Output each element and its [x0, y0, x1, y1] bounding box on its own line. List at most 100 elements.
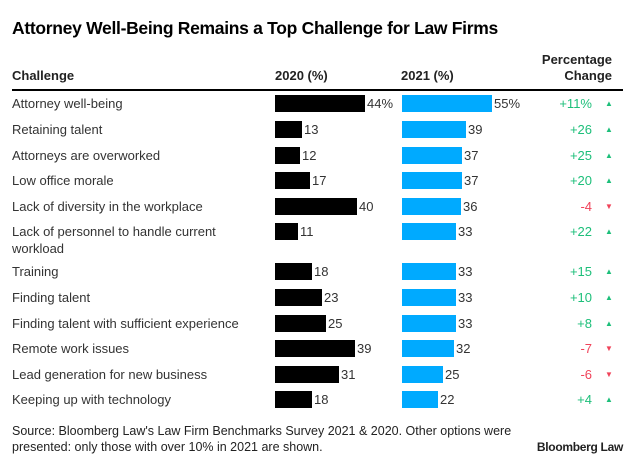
table-row: Lead generation for new business 31 25 -6 ▼ — [0, 366, 633, 390]
change-label: -4 — [580, 199, 592, 214]
bar-2021 — [402, 121, 466, 138]
bar-2021 — [402, 340, 454, 357]
arrow-down-icon: ▼ — [605, 344, 613, 353]
change-label: +20 — [569, 173, 592, 188]
table-row: Lack of personnel to handle current work… — [0, 223, 633, 256]
change-label: +4 — [577, 392, 592, 407]
arrow-up-icon: ▲ — [605, 99, 613, 108]
change-label: +26 — [569, 122, 592, 137]
bar-2020 — [275, 315, 326, 332]
value-label-2020: 13 — [304, 122, 319, 137]
bar-2021 — [402, 172, 462, 189]
bar-2020 — [275, 95, 365, 112]
bar-2021 — [402, 391, 438, 408]
bar-2021 — [402, 315, 456, 332]
value-label-2021: 33 — [458, 290, 473, 305]
table-row: Low office morale 17 37 +20 ▲ — [0, 172, 633, 196]
bar-2021 — [402, 147, 462, 164]
bar-2020 — [275, 198, 357, 215]
value-label-2021: 55% — [494, 96, 521, 111]
value-label-2020: 31 — [341, 367, 356, 382]
table-row: Training 18 33 +15 ▲ — [0, 263, 633, 287]
bar-2020 — [275, 340, 355, 357]
change-label: +10 — [569, 290, 592, 305]
change-label: -7 — [580, 341, 592, 356]
value-label-2021: 22 — [440, 392, 455, 407]
table-row: Remote work issues 39 32 -7 ▼ — [0, 340, 633, 364]
row-label: Remote work issues — [12, 341, 130, 356]
value-label-2020: 18 — [314, 264, 329, 279]
table-row: Finding talent 23 33 +10 ▲ — [0, 289, 633, 313]
value-label-2021: 36 — [463, 199, 478, 214]
value-label-2020: 40 — [359, 199, 374, 214]
bar-2020 — [275, 121, 302, 138]
bar-2021 — [402, 223, 456, 240]
chart-title: Attorney Well-Being Remains a Top Challe… — [12, 18, 498, 38]
arrow-up-icon: ▲ — [605, 151, 613, 160]
value-label-2020: 18 — [314, 392, 329, 407]
change-label: +11% — [559, 96, 592, 111]
arrow-up-icon: ▲ — [605, 227, 613, 236]
value-label-2021: 32 — [456, 341, 471, 356]
header-change-line2: Change — [564, 68, 612, 83]
bar-2020 — [275, 223, 298, 240]
row-label: Retaining talent — [12, 122, 103, 137]
row-label: Finding talent with sufficient experienc… — [12, 316, 239, 331]
change-label: +25 — [569, 148, 592, 163]
row-label: Lack of personnel to handle current work… — [12, 224, 216, 256]
value-label-2021: 37 — [464, 148, 479, 163]
row-label: Lack of diversity in the workplace — [12, 199, 203, 214]
arrow-up-icon: ▲ — [605, 395, 613, 404]
arrow-up-icon: ▲ — [605, 319, 613, 328]
arrow-up-icon: ▲ — [605, 125, 613, 134]
change-label: +8 — [577, 316, 592, 331]
row-label: Lead generation for new business — [12, 367, 208, 382]
table-row: Keeping up with technology 18 22 +4 ▲ — [0, 391, 633, 415]
bar-2021 — [402, 95, 492, 112]
header-2021: 2021 (%) — [401, 68, 454, 83]
value-label-2021: 33 — [458, 316, 473, 331]
row-label: Finding talent — [12, 290, 91, 305]
table-row: Finding talent with sufficient experienc… — [0, 315, 633, 339]
header-rule — [12, 89, 623, 91]
arrow-up-icon: ▲ — [605, 293, 613, 302]
value-label-2020: 23 — [324, 290, 339, 305]
bar-2020 — [275, 263, 312, 280]
table-row: Lack of diversity in the workplace 40 36 -4… — [0, 198, 633, 222]
bar-2020 — [275, 147, 300, 164]
bar-2020 — [275, 289, 322, 306]
change-label: -6 — [580, 367, 592, 382]
bar-2020 — [275, 391, 312, 408]
bar-2020 — [275, 172, 310, 189]
table-row: Retaining talent 13 39 +26 ▲ — [0, 121, 633, 145]
value-label-2020: 39 — [357, 341, 372, 356]
row-label: Attorney well-being — [12, 96, 123, 111]
arrow-up-icon: ▲ — [605, 176, 613, 185]
row-label: Training — [12, 264, 59, 279]
change-label: +22 — [569, 224, 592, 239]
bar-2021 — [402, 289, 456, 306]
source-note: Source: Bloomberg Law's Law Firm Benchma… — [12, 424, 512, 454]
row-label: Keeping up with technology — [12, 392, 172, 407]
arrow-up-icon: ▲ — [605, 267, 613, 276]
value-label-2020: 11 — [300, 224, 314, 239]
arrow-down-icon: ▼ — [605, 202, 613, 211]
change-label: +15 — [569, 264, 592, 279]
row-label: Attorneys are overworked — [12, 148, 161, 163]
value-label-2020: 44% — [367, 96, 394, 111]
value-label-2021: 39 — [468, 122, 483, 137]
value-label-2020: 25 — [328, 316, 343, 331]
value-label-2021: 37 — [464, 173, 479, 188]
header-2020: 2020 (%) — [275, 68, 328, 83]
bar-2021 — [402, 263, 456, 280]
value-label-2020: 17 — [312, 173, 327, 188]
brand-logo: Bloomberg Law — [536, 440, 623, 454]
value-label-2020: 12 — [302, 148, 317, 163]
header-challenge: Challenge — [12, 68, 75, 83]
table-row: Attorneys are overworked 12 37 +25 ▲ — [0, 147, 633, 171]
table-row: Attorney well-being 44% 55% +11% ▲ — [0, 95, 633, 119]
arrow-down-icon: ▼ — [605, 370, 613, 379]
value-label-2021: 33 — [458, 264, 473, 279]
row-label: Low office morale — [12, 173, 114, 188]
bar-2021 — [402, 366, 443, 383]
